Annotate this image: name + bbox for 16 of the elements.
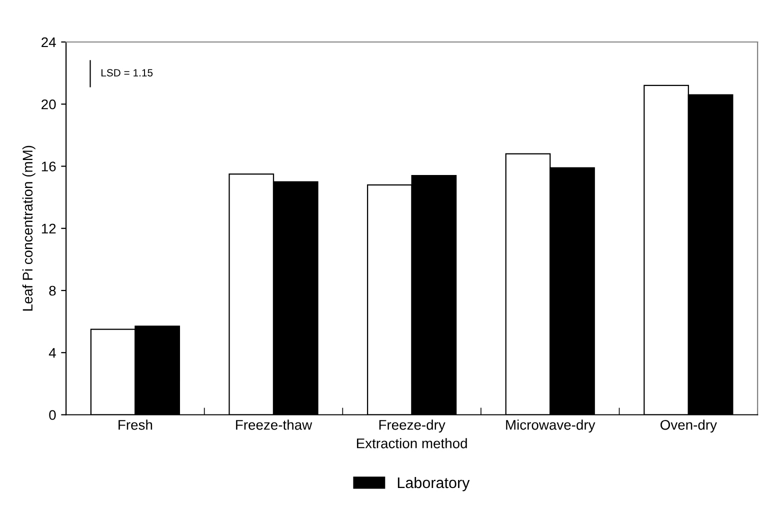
y-axis-title: Leaf Pi concentration (mM)	[22, 146, 36, 311]
x-tick-label: Oven-dry	[660, 420, 717, 433]
x-tick-label: Freeze-dry	[379, 420, 446, 433]
legend-label: Laboratory	[398, 476, 470, 492]
annotation: LSD = 1.15	[101, 69, 153, 76]
x-axis-title: Extraction method	[356, 438, 467, 448]
y-tick-label: 20	[42, 99, 56, 110]
y-tick-label: 4	[48, 348, 56, 358]
y-tick-label: 0	[49, 410, 56, 420]
x-tick-label: Fresh	[118, 420, 152, 430]
y-tick-label: 16	[42, 162, 56, 172]
x-tick-label: Microwave-dry	[506, 420, 596, 433]
y-tick-label: 8	[49, 286, 56, 296]
y-tick-label: 12	[42, 224, 56, 234]
y-tick-label: 24	[42, 37, 56, 48]
x-tick-label: Freeze-thaw	[236, 420, 312, 430]
